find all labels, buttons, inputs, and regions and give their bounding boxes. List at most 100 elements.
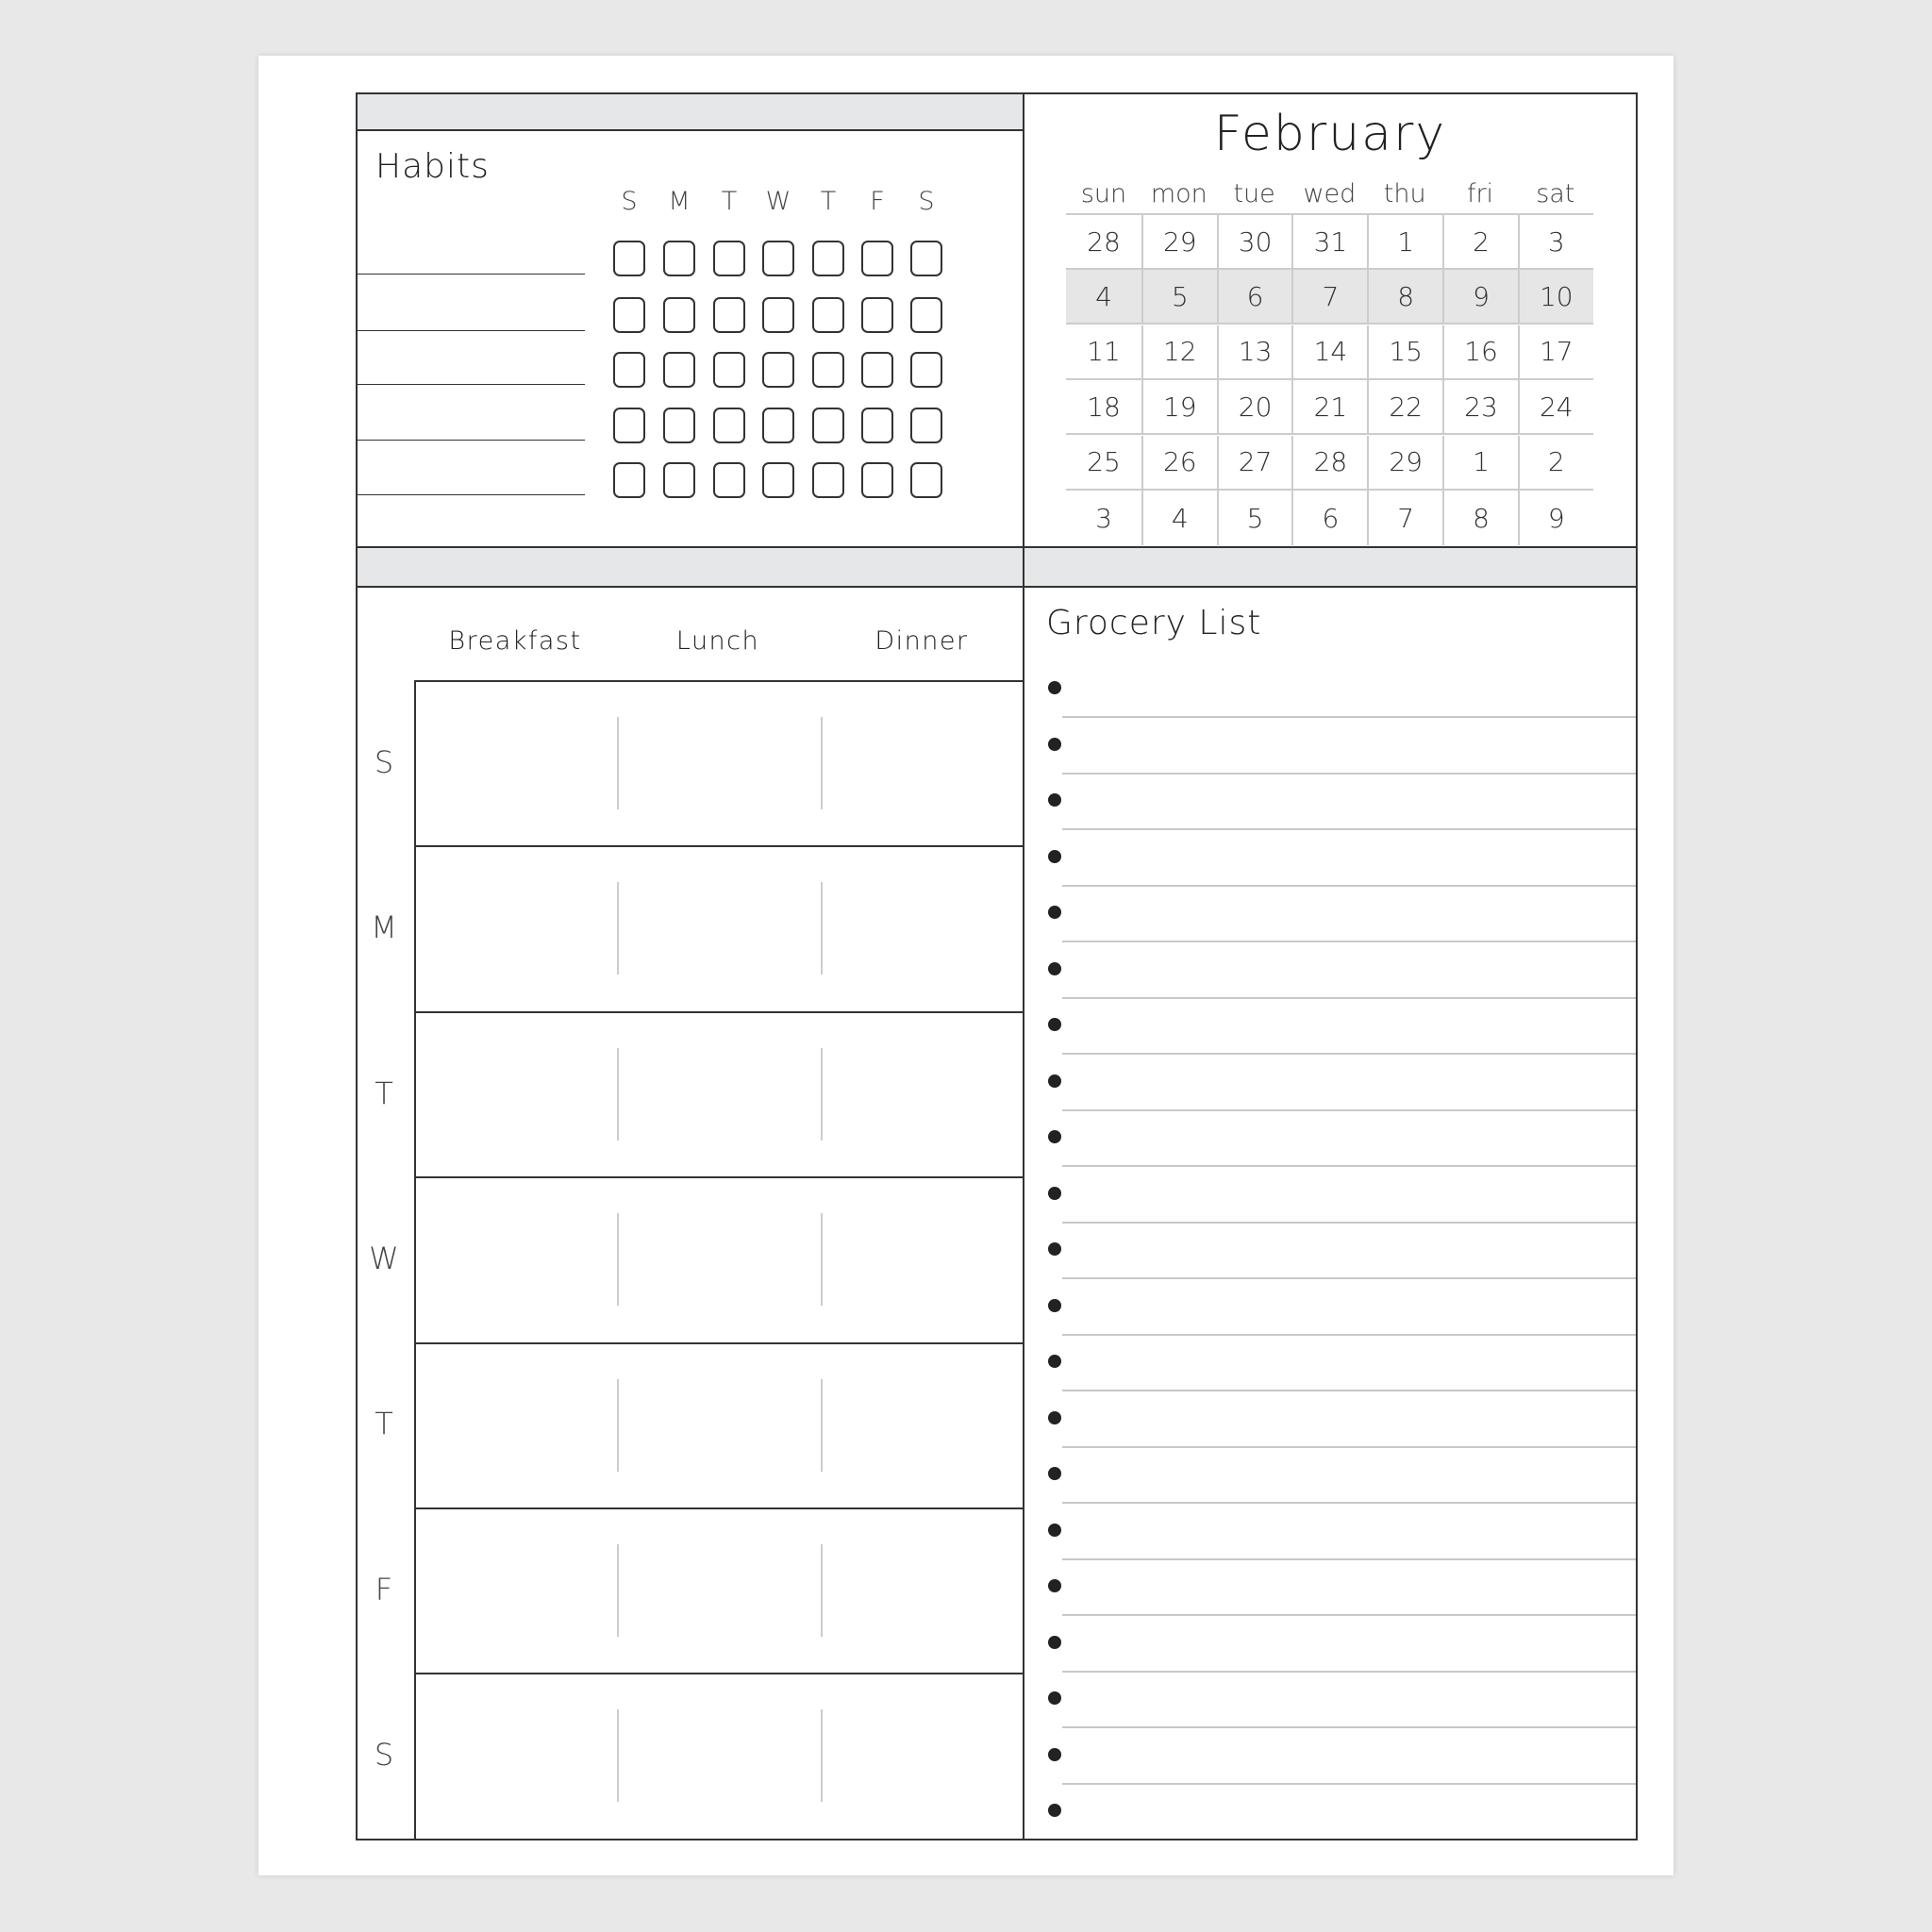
calendar-day[interactable]: 22 <box>1367 380 1443 436</box>
habit-checkbox[interactable] <box>613 408 645 443</box>
calendar-day[interactable]: 10 <box>1517 270 1593 325</box>
calendar-day[interactable]: 15 <box>1367 325 1443 380</box>
calendar-day[interactable]: 2 <box>1517 435 1593 491</box>
habit-checkbox[interactable] <box>613 241 645 276</box>
habit-checkbox[interactable] <box>861 408 893 443</box>
habit-checkbox[interactable] <box>713 297 745 333</box>
grocery-line[interactable] <box>1062 1333 1636 1336</box>
habit-checkbox[interactable] <box>663 352 695 388</box>
habit-checkbox[interactable] <box>762 352 794 388</box>
habit-checkbox[interactable] <box>861 352 893 388</box>
habit-checkbox[interactable] <box>861 297 893 333</box>
calendar-day[interactable]: 5 <box>1141 270 1217 325</box>
meal-entry-cell[interactable] <box>416 1344 1023 1506</box>
grocery-line[interactable] <box>1062 772 1636 774</box>
meal-entry-cell[interactable] <box>416 1509 1023 1671</box>
calendar-day[interactable]: 21 <box>1291 380 1368 436</box>
calendar-day[interactable]: 17 <box>1517 325 1593 380</box>
habit-checkbox[interactable] <box>812 408 844 443</box>
calendar-day[interactable]: 12 <box>1141 325 1217 380</box>
grocery-line[interactable] <box>1062 1053 1636 1055</box>
habit-checkbox[interactable] <box>713 462 745 498</box>
calendar-day[interactable]: 9 <box>1442 270 1518 325</box>
meal-entry-cell[interactable] <box>416 847 1023 1008</box>
calendar-day[interactable]: 1 <box>1442 435 1518 491</box>
grocery-line[interactable] <box>1062 1614 1636 1616</box>
habit-checkbox[interactable] <box>713 408 745 443</box>
grocery-line[interactable] <box>1062 1670 1636 1673</box>
calendar-day[interactable]: 1 <box>1367 215 1443 270</box>
habit-checkbox[interactable] <box>613 352 645 388</box>
habit-checkbox[interactable] <box>861 462 893 498</box>
calendar-day[interactable]: 4 <box>1141 491 1217 545</box>
grocery-line[interactable] <box>1062 1108 1636 1111</box>
calendar-day[interactable]: 30 <box>1216 215 1292 270</box>
habit-checkbox[interactable] <box>762 241 794 276</box>
grocery-line[interactable] <box>1062 716 1636 718</box>
calendar-day[interactable]: 9 <box>1517 491 1593 545</box>
calendar-day[interactable]: 7 <box>1291 270 1368 325</box>
calendar-day[interactable]: 28 <box>1291 435 1368 491</box>
habit-checkbox[interactable] <box>910 241 942 276</box>
calendar-day[interactable]: 13 <box>1216 325 1292 380</box>
grocery-line[interactable] <box>1062 1557 1636 1560</box>
meal-entry-cell[interactable] <box>416 1674 1023 1836</box>
calendar-day[interactable]: 29 <box>1141 215 1217 270</box>
habit-checkbox[interactable] <box>613 462 645 498</box>
habit-checkbox[interactable] <box>663 408 695 443</box>
calendar-day[interactable]: 11 <box>1066 325 1141 380</box>
calendar-day[interactable]: 28 <box>1066 215 1141 270</box>
calendar-day[interactable]: 3 <box>1095 502 1112 534</box>
calendar-day[interactable]: 6 <box>1291 491 1367 545</box>
grocery-line[interactable] <box>1062 941 1636 942</box>
calendar-day[interactable]: 4 <box>1066 270 1141 325</box>
habit-name-line[interactable] <box>356 274 585 275</box>
calendar-day[interactable]: 20 <box>1216 380 1292 436</box>
grocery-line[interactable] <box>1062 884 1636 887</box>
calendar-day[interactable]: 2 <box>1442 215 1518 270</box>
habit-checkbox[interactable] <box>812 352 844 388</box>
habit-checkbox[interactable] <box>812 462 844 498</box>
habit-name-line[interactable] <box>356 494 585 495</box>
habit-name-line[interactable] <box>356 330 585 331</box>
habit-checkbox[interactable] <box>613 297 645 333</box>
grocery-line[interactable] <box>1062 1221 1636 1224</box>
grocery-line[interactable] <box>1062 1165 1636 1167</box>
habit-checkbox[interactable] <box>910 352 942 388</box>
habit-checkbox[interactable] <box>663 241 695 276</box>
calendar-day[interactable]: 6 <box>1216 270 1292 325</box>
habit-checkbox[interactable] <box>713 352 745 388</box>
calendar-day[interactable]: 26 <box>1141 435 1217 491</box>
calendar-day[interactable]: 19 <box>1141 380 1217 436</box>
habit-checkbox[interactable] <box>713 241 745 276</box>
habit-checkbox[interactable] <box>910 462 942 498</box>
habit-checkbox[interactable] <box>861 241 893 276</box>
meal-entry-cell[interactable] <box>416 682 1023 843</box>
grocery-line[interactable] <box>1062 996 1636 999</box>
calendar-day[interactable]: 5 <box>1216 491 1292 545</box>
grocery-line[interactable] <box>1062 828 1636 830</box>
calendar-day[interactable]: 25 <box>1066 436 1141 491</box>
calendar-day[interactable]: 31 <box>1291 215 1368 270</box>
calendar-day[interactable]: 24 <box>1517 380 1593 436</box>
calendar-day[interactable]: 16 <box>1442 325 1518 380</box>
habit-checkbox[interactable] <box>663 297 695 333</box>
calendar-day[interactable]: 8 <box>1367 270 1443 325</box>
calendar-day[interactable]: 14 <box>1291 325 1368 380</box>
calendar-day[interactable]: 18 <box>1066 380 1141 436</box>
habit-checkbox[interactable] <box>762 462 794 498</box>
habit-checkbox[interactable] <box>812 297 844 333</box>
habit-name-line[interactable] <box>356 440 585 441</box>
grocery-line[interactable] <box>1062 1390 1636 1391</box>
habit-name-line[interactable] <box>356 384 585 385</box>
calendar-day[interactable]: 23 <box>1442 380 1518 436</box>
habit-checkbox[interactable] <box>812 241 844 276</box>
meal-entry-cell[interactable] <box>416 1013 1023 1174</box>
calendar-day[interactable]: 29 <box>1367 435 1443 491</box>
habit-checkbox[interactable] <box>762 297 794 333</box>
grocery-line[interactable] <box>1062 1726 1636 1728</box>
grocery-line[interactable] <box>1062 1445 1636 1448</box>
calendar-day[interactable]: 27 <box>1216 435 1292 491</box>
grocery-line[interactable] <box>1062 1502 1636 1504</box>
habit-checkbox[interactable] <box>910 408 942 443</box>
